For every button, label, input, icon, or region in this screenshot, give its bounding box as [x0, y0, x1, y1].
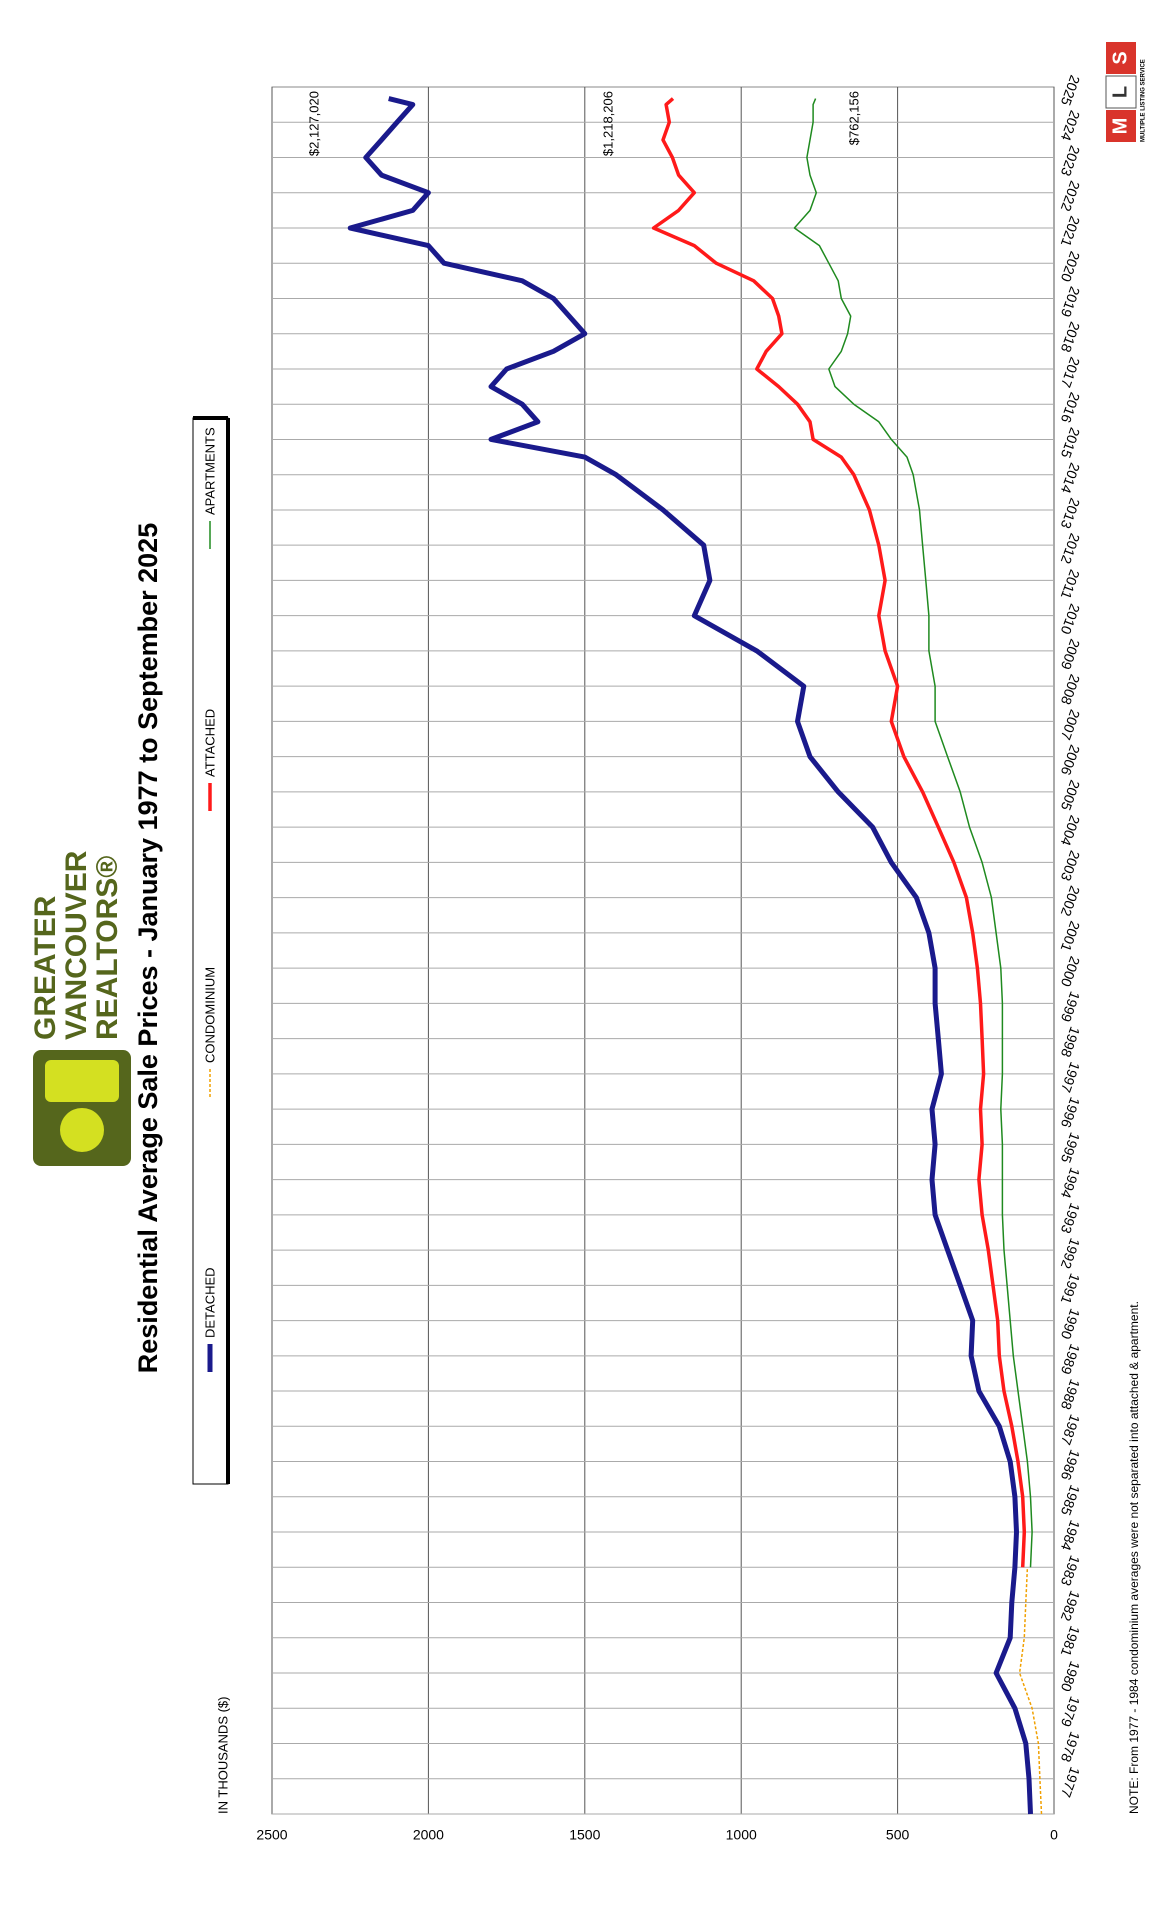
y-axis-label: IN THOUSANDS ($) — [215, 1697, 230, 1815]
y-tick-label: 0 — [1050, 1827, 1058, 1843]
logo-text: GREATER — [29, 895, 62, 1040]
mls-letter: S — [1109, 51, 1131, 64]
y-tick-label: 2500 — [256, 1827, 287, 1843]
note: NOTE: From 1977 - 1984 condominium avera… — [1127, 1301, 1141, 1814]
y-tick-label: 1500 — [569, 1827, 600, 1843]
x-tick-label: 2014 — [1058, 461, 1084, 496]
logo: GREATER VANCOUVER REALTORS® — [29, 850, 131, 1166]
x-tick-label: 2001 — [1058, 919, 1084, 954]
x-tick-label: 2015 — [1058, 426, 1084, 461]
logo-text: REALTORS® — [91, 856, 124, 1040]
x-tick-label: 2000 — [1058, 954, 1084, 989]
x-tick-label: 1985 — [1058, 1483, 1084, 1518]
mls-letter: L — [1109, 86, 1131, 98]
x-tick-label: 2009 — [1058, 637, 1084, 672]
mls-caption: MULTIPLE LISTING SERVICE — [1141, 59, 1147, 142]
x-tick-label: 1979 — [1058, 1694, 1084, 1729]
x-tick-label: 1984 — [1058, 1518, 1084, 1553]
series-line — [793, 98, 1033, 1568]
x-tick-label: 1998 — [1058, 1025, 1084, 1060]
legend-label: ATTACHED — [202, 709, 217, 777]
series-line — [1018, 1567, 1043, 1815]
x-tick-label: 2008 — [1058, 672, 1084, 707]
x-tick-label: 2020 — [1058, 249, 1084, 284]
x-tick-label: 2006 — [1058, 743, 1084, 778]
annotation: $1,218,206 — [600, 91, 615, 156]
x-tick-label: 1993 — [1058, 1201, 1084, 1236]
mls-logo: M L S MULTIPLE LISTING SERVICE — [1105, 42, 1147, 142]
annotation: $2,127,020 — [306, 91, 321, 156]
x-tick-label: 2013 — [1058, 496, 1084, 531]
x-tick-label: 1977 — [1058, 1765, 1084, 1800]
x-tick-label: 1989 — [1058, 1342, 1084, 1377]
x-tick-label: 2005 — [1058, 778, 1084, 813]
y-tick-label: 2000 — [413, 1827, 444, 1843]
x-tick-label: 1988 — [1058, 1377, 1084, 1412]
x-tick-label: 1978 — [1058, 1730, 1084, 1765]
x-tick-label: 1991 — [1058, 1271, 1084, 1306]
logo-text: VANCOUVER — [60, 850, 93, 1040]
x-tick-label: 2011 — [1058, 567, 1083, 601]
x-tick-label: 1995 — [1058, 1130, 1084, 1165]
logo-shape — [60, 1108, 104, 1152]
x-tick-label: 1999 — [1058, 989, 1084, 1024]
x-tick-label: 2003 — [1058, 848, 1084, 883]
chart-title: Residential Average Sale Prices - Januar… — [133, 523, 163, 1373]
mls-letter: M — [1109, 118, 1131, 135]
x-tick-label: 1990 — [1058, 1307, 1084, 1342]
x-tick-label: 2007 — [1058, 707, 1084, 742]
legend-label: CONDOMINIUM — [202, 967, 217, 1063]
series-line — [347, 96, 1033, 1815]
x-tick-label: 2022 — [1058, 179, 1084, 214]
x-tick-label: 2004 — [1058, 813, 1084, 848]
mls-box — [1106, 110, 1136, 142]
x-tick-label: 2025 — [1058, 73, 1084, 108]
x-tick-label: 1982 — [1058, 1589, 1084, 1624]
mls-box — [1105, 75, 1137, 109]
x-tick-label: 2010 — [1058, 602, 1084, 637]
x-tick-label: 1986 — [1058, 1448, 1084, 1483]
x-tick-label: 1987 — [1058, 1412, 1084, 1447]
x-tick-label: 2016 — [1058, 390, 1084, 425]
x-tick-label: 1997 — [1058, 1060, 1084, 1095]
x-tick-label: 2024 — [1058, 108, 1084, 143]
x-tick-label: 1994 — [1058, 1166, 1084, 1201]
plot-area — [271, 86, 1055, 1815]
x-tick-label: 2023 — [1058, 144, 1084, 179]
x-tick-label: 1996 — [1058, 1095, 1084, 1130]
x-tick-label: 2017 — [1058, 355, 1084, 390]
x-tick-label: 2012 — [1058, 531, 1084, 566]
x-tick-label: 1981 — [1058, 1624, 1084, 1659]
y-tick-label: 500 — [886, 1827, 910, 1843]
x-tick-label: 1992 — [1058, 1236, 1084, 1271]
x-tick-label: 2019 — [1058, 285, 1084, 320]
x-tick-label: 1983 — [1058, 1553, 1084, 1588]
legend-label: DETACHED — [202, 1267, 217, 1338]
legend-label: APARTMENTS — [202, 427, 217, 515]
rotated-chart: Residential Average Sale Prices - Januar… — [29, 42, 1147, 1843]
x-tick-label: 2018 — [1058, 320, 1084, 355]
x-tick-label: 2021 — [1058, 214, 1084, 249]
x-tick-label: 2002 — [1058, 884, 1084, 919]
series-line — [651, 97, 1027, 1568]
annotation: $762,156 — [846, 91, 861, 145]
y-tick-label: 1000 — [726, 1827, 757, 1843]
mls-box — [1106, 42, 1136, 74]
x-tick-label: 1980 — [1058, 1659, 1084, 1694]
legend — [192, 416, 230, 1485]
logo-shape — [45, 1060, 119, 1102]
